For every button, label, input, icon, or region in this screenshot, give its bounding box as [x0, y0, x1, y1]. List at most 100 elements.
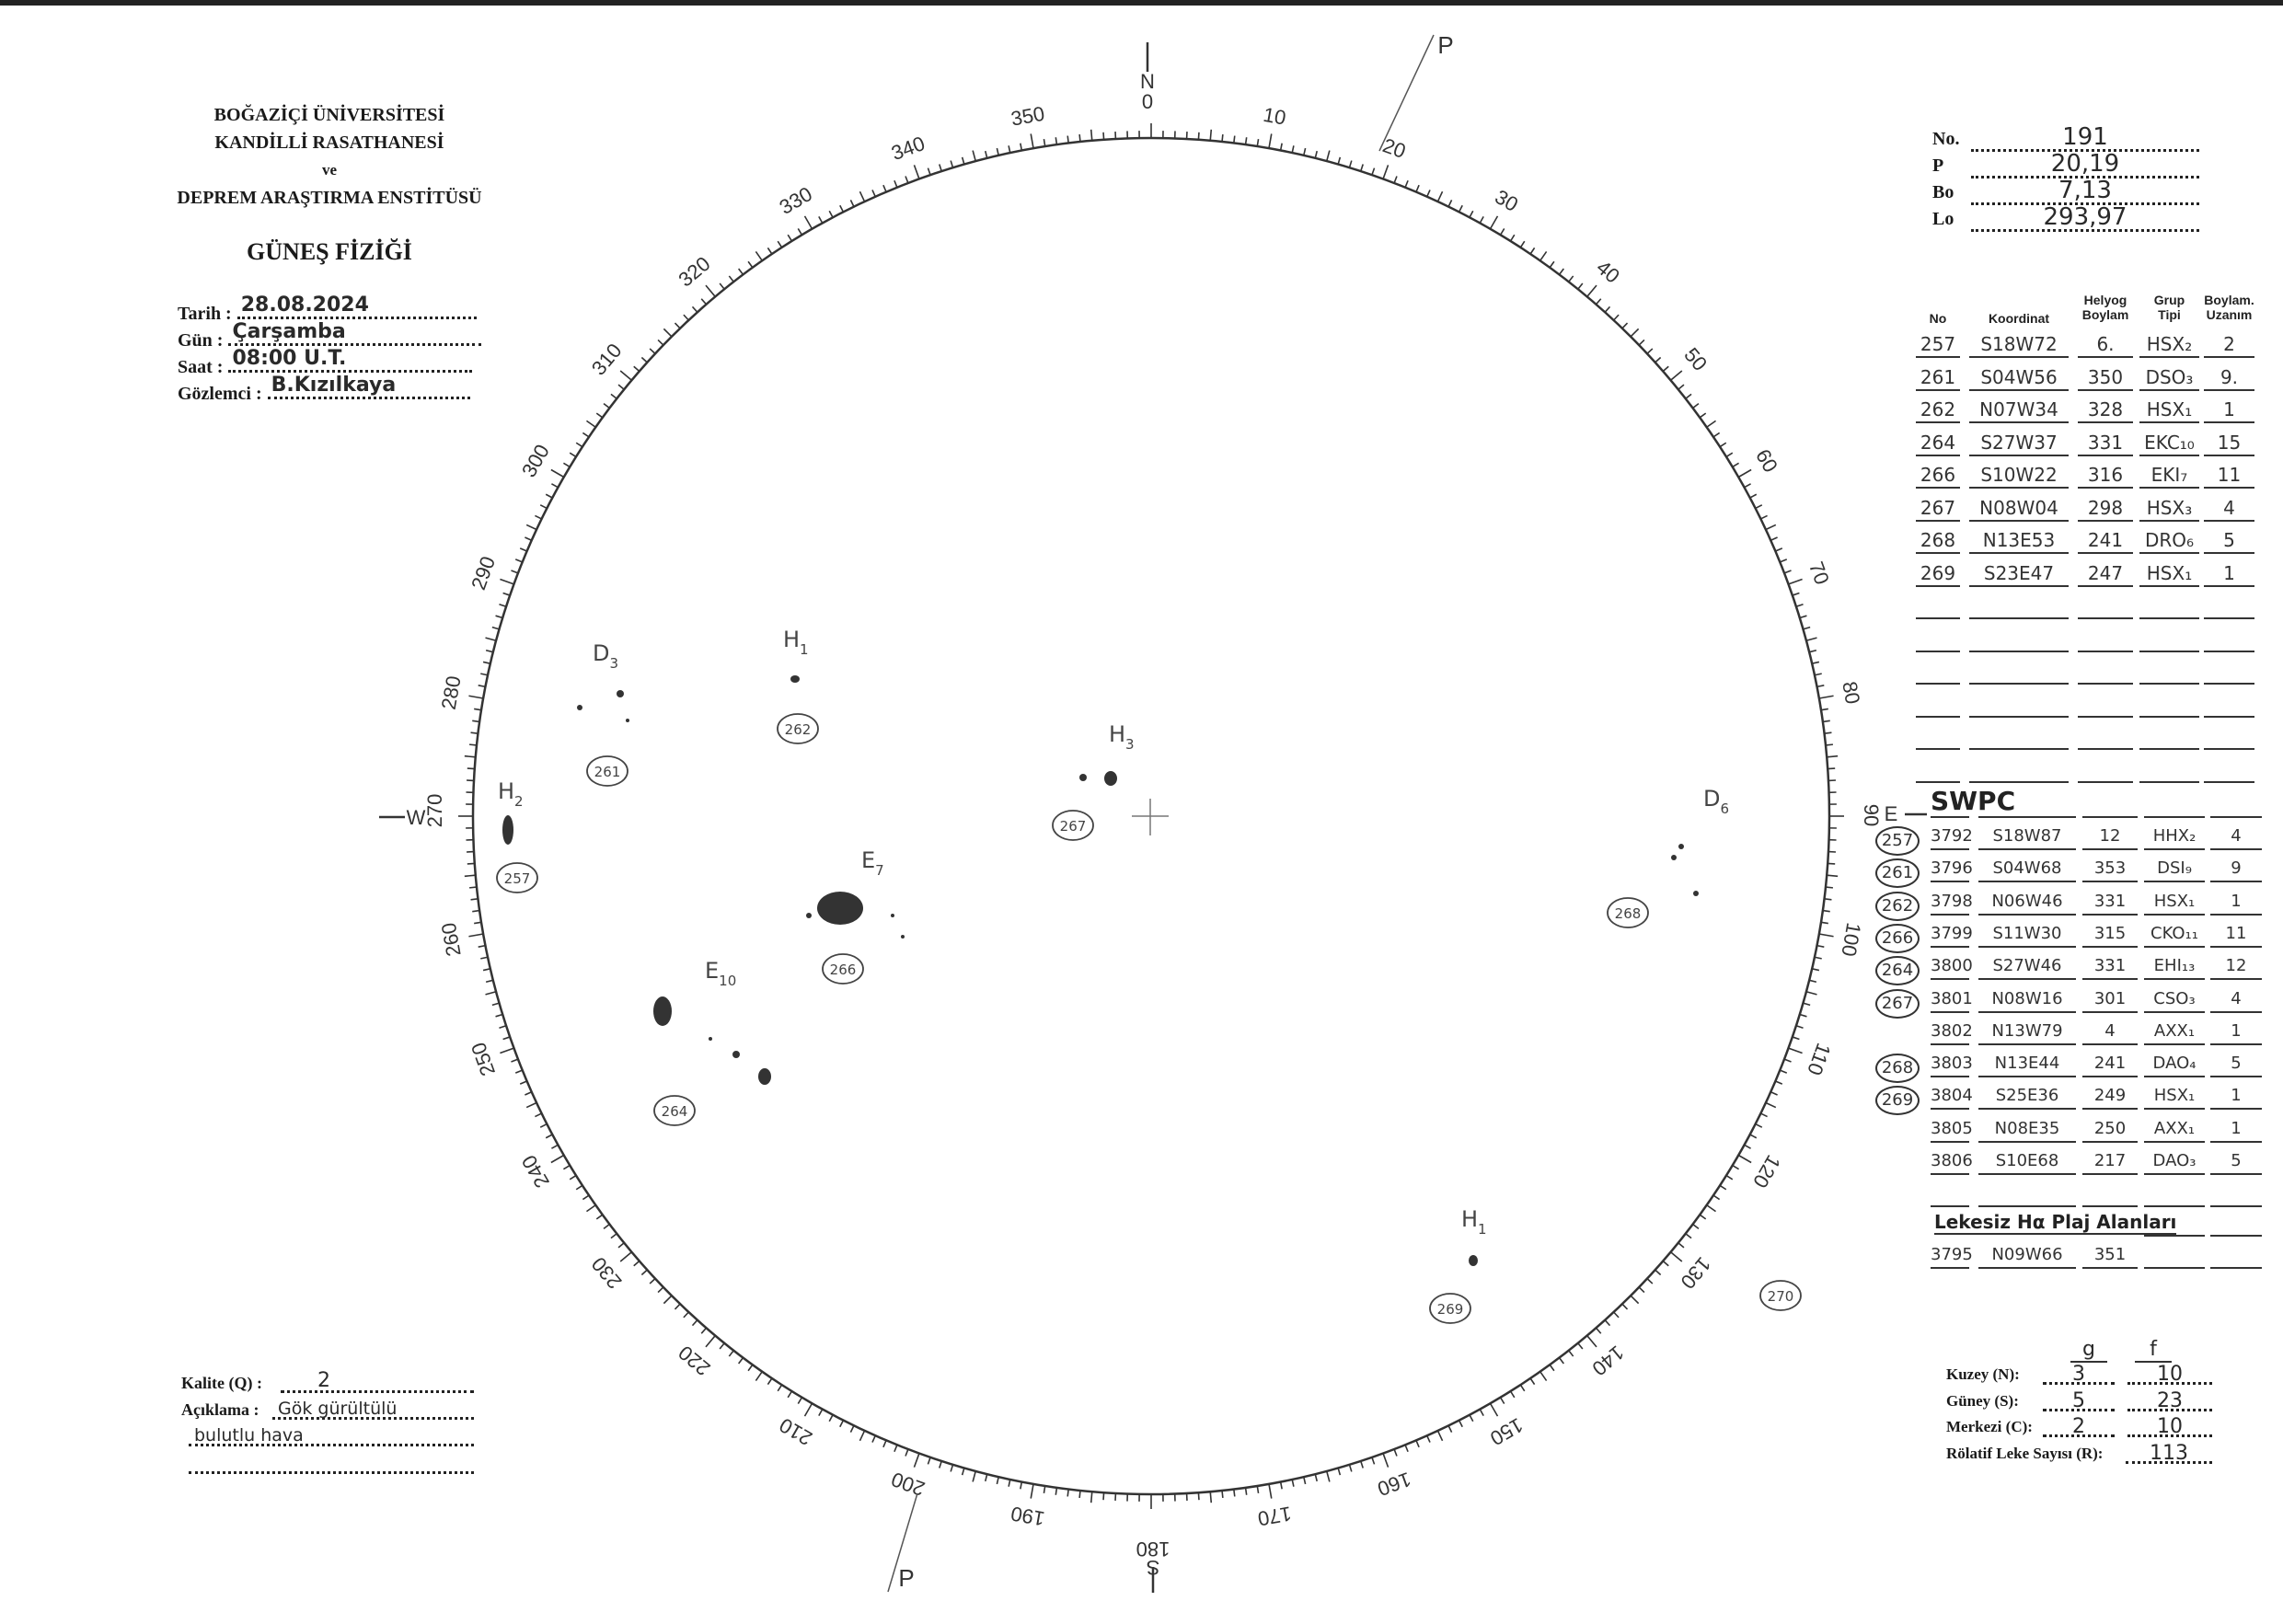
group-class-subscript: 7 — [875, 862, 884, 879]
south-degree-label: 180 — [1136, 1538, 1170, 1561]
count-label: Merkezi (C): — [1946, 1418, 2033, 1435]
scale-tick — [683, 1311, 689, 1319]
relative-value: 113 — [2150, 1442, 2188, 1465]
count-g-line: 3 — [2043, 1363, 2115, 1386]
swpc-cell: S04W68 — [1978, 857, 2076, 883]
scale-tick — [1685, 393, 1692, 399]
empty-cell — [2139, 724, 2199, 750]
empty-cell — [2139, 593, 2199, 619]
scale-tick — [482, 661, 491, 664]
scale-tick — [1325, 1470, 1331, 1482]
swpc-group-circle: 261 — [1875, 858, 1920, 889]
scale-tick — [1078, 1490, 1081, 1499]
scale-tick — [1348, 1464, 1353, 1472]
swpc-cell: S27W46 — [1978, 954, 2076, 981]
group-cell: 331 — [2078, 431, 2133, 456]
scale-tick — [595, 412, 604, 419]
scale-tick — [1479, 1409, 1484, 1416]
scale-tick — [1820, 921, 1828, 925]
institution-line-2: KANDİLLİ RASATHANESİ — [214, 132, 444, 153]
scale-label: 190 — [1009, 1502, 1047, 1530]
group-number: 262 — [785, 721, 812, 738]
group-cell: EKC₁₀ — [2139, 431, 2199, 456]
swpc-cell: 3803 — [1931, 1052, 1973, 1078]
swpc-cell: CKO₁₁ — [2144, 922, 2205, 948]
group-class-letter: H — [1109, 721, 1125, 747]
group-cell: S18W72 — [1969, 332, 2069, 358]
header-field-value: 08:00 U.T. — [232, 347, 347, 370]
header-field-label: Tarih : — [178, 304, 232, 324]
institution-line-4: DEPREM ARAŞTIRMA ENSTİTÜSÜ — [177, 188, 482, 208]
scale-label: 220 — [674, 1341, 714, 1380]
group-cell: 261 — [1916, 365, 1960, 391]
sunspot — [1469, 1255, 1478, 1266]
scale-tick — [1737, 468, 1752, 478]
scale-tick — [1067, 135, 1069, 144]
scale-tick — [1749, 1134, 1758, 1139]
sunspot — [758, 1068, 771, 1085]
scale-tick — [1469, 1414, 1474, 1422]
group-cell: N07W34 — [1969, 397, 2069, 423]
scale-label: 350 — [1009, 102, 1047, 131]
group-cell: 6. — [2078, 332, 2133, 358]
empty-cell — [1916, 757, 1960, 783]
scale-tick — [950, 1464, 954, 1472]
scale-tick — [1529, 1377, 1536, 1386]
scale-tick — [550, 468, 565, 478]
scale-tick — [1706, 1204, 1717, 1213]
scale-tick — [1783, 570, 1792, 574]
empty-cell — [1969, 692, 2069, 718]
group-cell: HSX₁ — [2139, 561, 2199, 587]
scale-tick — [1415, 184, 1420, 192]
group-number-circle — [777, 713, 819, 744]
count-g-line: 5 — [2043, 1389, 2115, 1412]
group-cell: 350 — [2078, 365, 2133, 391]
empty-cell — [2139, 659, 2199, 685]
count-g-value: 2 — [2072, 1415, 2085, 1438]
group-class-letter: E — [861, 847, 875, 873]
scale-tick — [467, 767, 475, 770]
scale-tick — [610, 393, 617, 399]
scale-tick — [1447, 200, 1453, 207]
scale-tick — [1382, 1453, 1389, 1468]
scale-label: 280 — [437, 674, 466, 712]
group-cell: 1 — [2204, 561, 2254, 587]
swpc-cell: 12 — [2082, 824, 2138, 850]
header-field-value: 28.08.2024 — [240, 294, 369, 317]
scale-label: 260 — [437, 921, 466, 959]
table-header-0: No — [1929, 311, 1947, 326]
scale-label: 250 — [467, 1040, 500, 1079]
scale-tick — [562, 1164, 571, 1170]
empty-cell — [2210, 1181, 2262, 1207]
scale-tick — [525, 524, 537, 531]
scale-tick — [961, 156, 965, 165]
scale-tick — [950, 160, 954, 168]
scale-tick — [691, 305, 698, 313]
institution-line-1: BOĞAZİÇİ ÜNİVERSİTESİ — [213, 105, 445, 125]
scale-tick — [882, 184, 887, 192]
scale-tick — [464, 874, 476, 878]
scale-tick — [1221, 1490, 1224, 1499]
scale-tick — [1699, 412, 1707, 419]
scale-tick — [1712, 432, 1721, 438]
scale-tick — [470, 731, 479, 734]
scale-tick — [738, 268, 744, 275]
scale-tick — [1765, 1101, 1777, 1109]
scale-label: 140 — [1587, 1341, 1628, 1380]
header-field-value-line: 08:00 U.T. — [228, 347, 473, 373]
scale-tick — [1499, 1397, 1505, 1405]
scale-tick — [474, 921, 482, 925]
group-cell: 257 — [1916, 332, 1960, 358]
scale-tick — [1447, 1425, 1453, 1433]
scale-tick — [1725, 452, 1734, 458]
pole-axis-south — [887, 1492, 918, 1593]
table-header-3: Grup Tipi — [2153, 293, 2185, 322]
empty-cell — [2204, 692, 2254, 718]
empty-cell — [2078, 593, 2133, 619]
scale-tick — [905, 176, 909, 184]
empty-cell — [2204, 627, 2254, 652]
param-label: No. — [1932, 129, 1960, 149]
group-cell: S10W22 — [1969, 463, 2069, 489]
scale-tick — [1795, 1024, 1804, 1029]
scale-tick — [545, 493, 553, 499]
